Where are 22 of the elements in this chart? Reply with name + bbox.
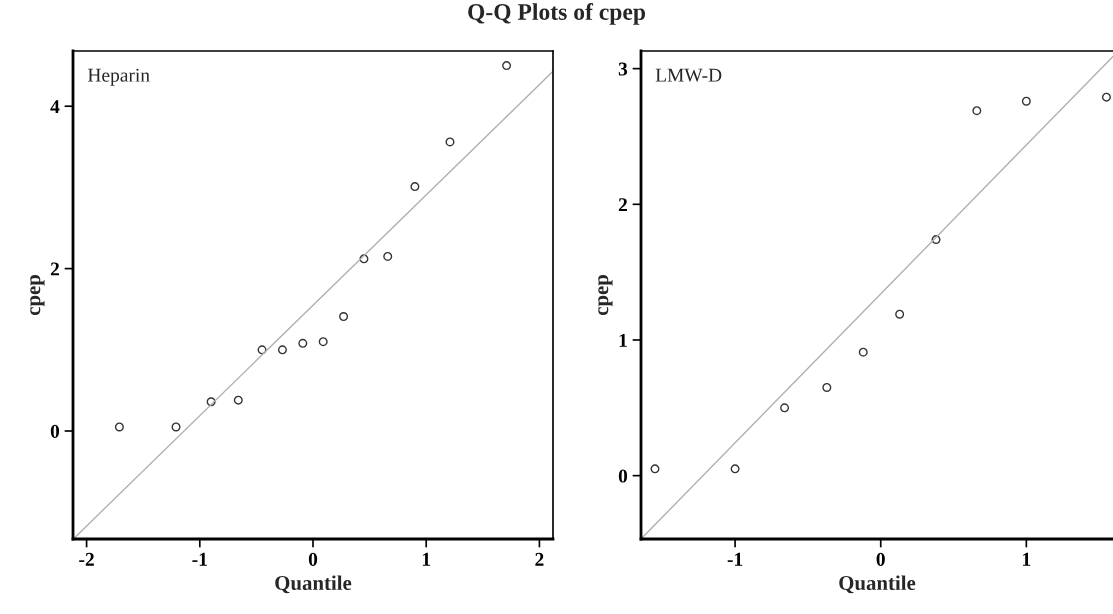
y-tick-label: 0 [618, 469, 628, 483]
y-axis-title: cpep [30, 275, 45, 316]
y-tick-label: 4 [50, 100, 60, 113]
chart-title: Q-Q Plots of cpep [468, 3, 646, 25]
y-axis-title: cpep [598, 275, 613, 316]
x-tick-label: -1 [192, 552, 207, 566]
x-axis-title: Quantile [839, 575, 916, 594]
annotation: Heparin [87, 68, 150, 86]
x-tick-label: 0 [876, 552, 885, 566]
x-tick-label: 1 [422, 552, 431, 566]
x-axis-title: Quantile [275, 575, 352, 594]
y-tick-label: 1 [619, 333, 627, 347]
x-tick-label: -2 [79, 552, 94, 566]
y-tick-label: 0 [50, 424, 60, 438]
y-tick-label: 2 [618, 198, 627, 212]
x-tick-label: 1 [1023, 552, 1031, 566]
x-tick-label: 0 [308, 552, 318, 566]
x-tick-label: -1 [727, 552, 743, 566]
y-tick-label: 3 [618, 62, 628, 76]
annotation: LMW-D [655, 68, 722, 82]
y-tick-label: 2 [50, 262, 59, 276]
x-tick-label: 2 [535, 552, 544, 566]
